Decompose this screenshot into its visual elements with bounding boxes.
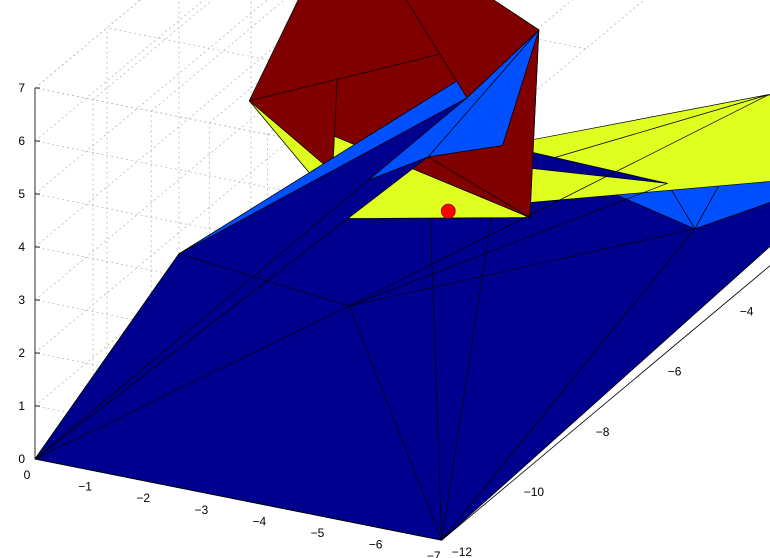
surface-edge xyxy=(348,305,443,541)
y-tick-label: −12 xyxy=(452,545,473,558)
y-tick-label: −4 xyxy=(740,304,754,318)
z-tick-label: 3 xyxy=(18,293,25,307)
surface-edge xyxy=(178,253,350,307)
x-axis-line xyxy=(34,458,442,541)
x-tick-label: −1 xyxy=(78,480,92,494)
x-tick-label: −5 xyxy=(311,526,325,540)
grid-line xyxy=(34,0,332,248)
z-tick-label: 2 xyxy=(18,346,25,360)
surface-edge xyxy=(349,183,668,307)
axes xyxy=(34,87,770,541)
y-tick-label: −6 xyxy=(668,365,682,379)
z-tick-label: 4 xyxy=(18,240,25,254)
grid-line xyxy=(106,27,514,110)
z-tick-label: 7 xyxy=(18,81,25,95)
surface-edges xyxy=(34,94,770,541)
x-tick-label: −4 xyxy=(253,514,267,528)
y-tick-label: −10 xyxy=(524,485,545,499)
surface-edge xyxy=(427,156,531,218)
y-tick-label: −8 xyxy=(596,425,610,439)
z-tick-label: 1 xyxy=(18,399,25,413)
surface-faces xyxy=(34,0,770,541)
grid-line xyxy=(34,0,268,195)
x-tick-label: −3 xyxy=(194,503,208,517)
surface-edge xyxy=(349,94,770,307)
marker-point xyxy=(440,203,456,219)
x-tick-label: −6 xyxy=(369,538,383,552)
surface-facet xyxy=(405,0,540,99)
grid-line xyxy=(34,299,442,382)
z-tick-label: 5 xyxy=(18,187,25,201)
grid-line xyxy=(34,0,395,301)
grid-line xyxy=(34,87,442,170)
grid-line xyxy=(34,0,458,354)
marker-layer xyxy=(440,203,456,219)
grid-line xyxy=(34,193,442,276)
surface-edge xyxy=(349,228,695,307)
x-tick-label: 0 xyxy=(24,468,31,482)
z-tick-label: 6 xyxy=(18,134,25,148)
surface-edge xyxy=(34,305,350,460)
x-tick-label: −2 xyxy=(136,491,150,505)
y-axis-line xyxy=(441,265,770,541)
z-tick-label: 0 xyxy=(18,452,25,466)
grid-line xyxy=(34,140,442,223)
x-tick-label: −7 xyxy=(427,549,441,558)
grid-line xyxy=(34,246,442,329)
